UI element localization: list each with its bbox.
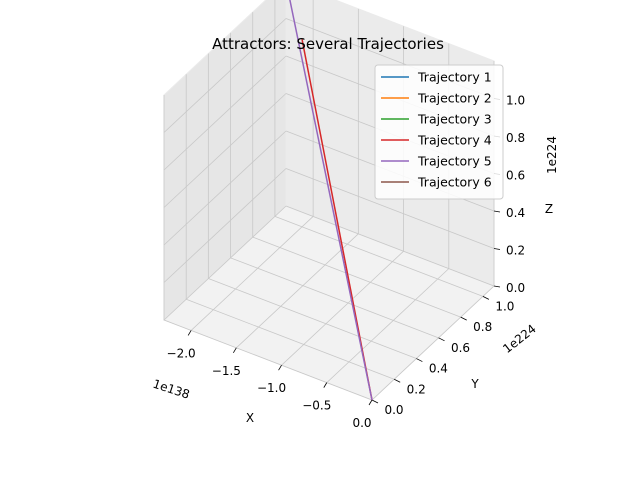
z-tick-label: 0.2 xyxy=(506,244,525,258)
x-tick-mark xyxy=(323,382,328,388)
z-grid-line-back xyxy=(285,168,495,249)
y-tick-label: 0.2 xyxy=(407,382,426,396)
x-tick-label: −1.0 xyxy=(257,381,286,395)
legend-label: Trajectory 5 xyxy=(417,154,492,169)
x-offset-label: 1e138 xyxy=(151,377,191,402)
x-tick-mark xyxy=(187,330,192,336)
y-tick-label: 0.4 xyxy=(429,362,448,376)
z-grid-line-back xyxy=(285,205,495,287)
series-line-5 xyxy=(289,0,373,401)
x-tick-label: −1.5 xyxy=(212,364,241,378)
y-tick-label: 0.8 xyxy=(473,320,492,334)
legend-label: Trajectory 4 xyxy=(417,133,492,148)
x-axis-label: X xyxy=(246,411,254,425)
legend-label: Trajectory 6 xyxy=(417,175,492,190)
chart-title: Attractors: Several Trajectories xyxy=(212,35,444,53)
axis-panes xyxy=(163,0,495,401)
z-tick-label: 0.4 xyxy=(506,206,525,220)
x-tick-mark xyxy=(278,365,282,371)
x-grid-line-floor xyxy=(236,233,359,349)
y-tick-label: 0.0 xyxy=(384,403,403,417)
y-tick-mark xyxy=(482,296,490,300)
y-tick-label: 1.0 xyxy=(495,299,514,313)
y-axis-label: Y xyxy=(470,377,479,391)
x-grid-line-floor xyxy=(326,268,450,383)
z-grid-line-side xyxy=(163,130,287,246)
x-tick-label: 0.0 xyxy=(352,416,371,430)
z-grid-line-side xyxy=(163,205,287,321)
y-grid-line-floor xyxy=(230,257,439,339)
z-grid-line-side xyxy=(163,93,287,208)
z-offset-label: 1e224 xyxy=(545,136,559,174)
y-grid-line-floor xyxy=(252,236,461,318)
x-grid-line-floor xyxy=(190,216,314,331)
y-tick-mark xyxy=(438,337,445,342)
x-tick-label: −2.0 xyxy=(167,346,196,360)
legend-label: Trajectory 2 xyxy=(417,91,492,106)
y-grid-line-floor xyxy=(186,298,395,380)
series-lines xyxy=(289,0,373,401)
x-grid-line-floor xyxy=(371,285,495,401)
axis-ticks: −2.0−1.5−1.0−0.50.00.00.20.40.60.81.00.0… xyxy=(167,94,526,431)
y-offset-label: 1e224 xyxy=(500,322,539,356)
x-tick-label: −0.5 xyxy=(302,399,331,413)
z-tick-mark xyxy=(493,210,501,213)
z-tick-mark xyxy=(493,285,501,288)
y-grid-line-floor xyxy=(274,215,484,297)
legend-label: Trajectory 3 xyxy=(417,112,492,127)
x-tick-mark xyxy=(233,347,237,354)
legend-label: Trajectory 1 xyxy=(417,70,492,85)
y-grid-line-floor xyxy=(208,278,417,359)
y-tick-mark xyxy=(394,378,401,383)
z-tick-label: 0.0 xyxy=(506,281,525,295)
z-grid-line-side xyxy=(163,55,287,171)
y-grid-line-floor xyxy=(163,319,373,401)
x-grid-line-floor xyxy=(281,250,404,366)
z-grid-line-side xyxy=(163,168,287,283)
z-tick-label: 0.8 xyxy=(506,131,525,145)
z-tick-label: 1.0 xyxy=(506,94,525,108)
legend: Trajectory 1 Trajectory 2 Trajectory 3 Traj… xyxy=(374,64,504,200)
z-tick-label: 0.6 xyxy=(506,169,525,183)
x-tick-mark xyxy=(368,399,373,406)
y-tick-mark xyxy=(371,399,379,404)
y-tick-mark xyxy=(460,316,467,321)
z-tick-mark xyxy=(493,248,501,250)
z-grid-line-side xyxy=(163,18,287,133)
y-tick-mark xyxy=(416,358,423,362)
y-tick-label: 0.6 xyxy=(451,341,470,355)
z-axis-label: Z xyxy=(545,202,553,216)
